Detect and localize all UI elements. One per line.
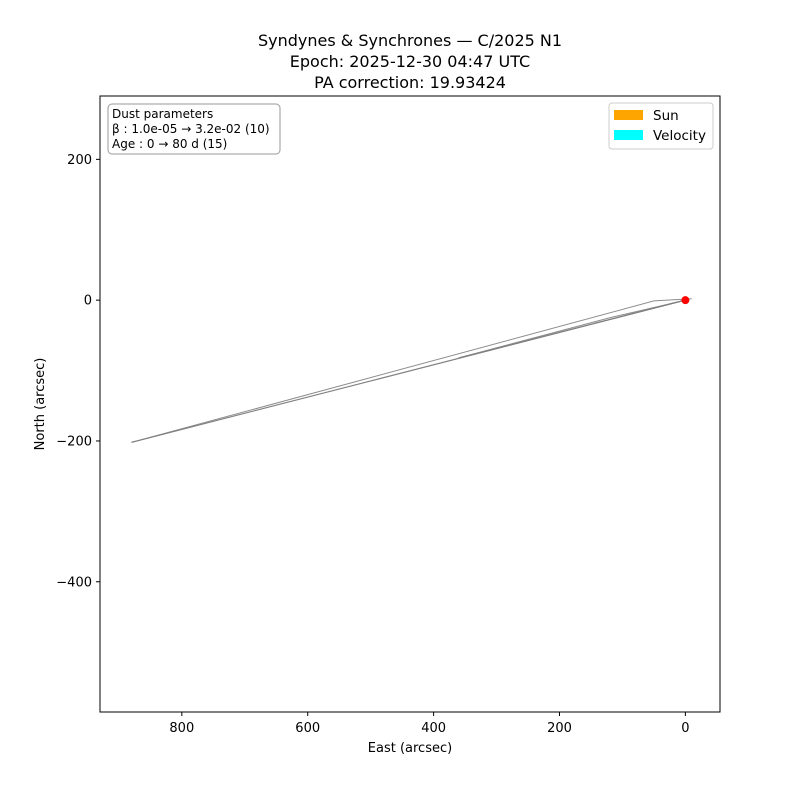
x-tick-label: 200 (547, 721, 572, 736)
y-axis-ticks: 200 0 −200 −400 (56, 153, 100, 590)
plot-curves (131, 298, 692, 443)
x-tick-label: 600 (295, 721, 320, 736)
y-tick-label: −400 (56, 575, 92, 590)
y-tick-label: −200 (56, 434, 92, 449)
x-tick-label: 800 (169, 721, 194, 736)
dust-parameters-title: Dust parameters (112, 107, 213, 121)
legend-swatch-sun (614, 110, 643, 120)
legend-swatch-velocity (614, 130, 643, 140)
x-axis-label: East (arcsec) (368, 741, 452, 756)
title-line-3: PA correction: 19.93424 (314, 73, 506, 92)
title-line-1: Syndynes & Synchrones — C/2025 N1 (258, 31, 562, 50)
dust-parameters-age: Age : 0 → 80 d (15) (112, 137, 227, 151)
curve-8 (458, 298, 689, 359)
nucleus-marker (681, 296, 690, 305)
y-axis-label: North (arcsec) (33, 358, 48, 451)
plot-marks (681, 296, 690, 305)
y-tick-label: 200 (67, 153, 92, 168)
x-axis-ticks: 800 600 400 200 0 (169, 712, 690, 736)
title-line-2: Epoch: 2025-12-30 04:47 UTC (290, 52, 530, 71)
chart-title: Syndynes & Synchrones — C/2025 N1 Epoch:… (258, 31, 562, 92)
y-tick-label: 0 (84, 294, 92, 309)
curve-7 (131, 298, 692, 443)
dust-parameters-frame (107, 103, 281, 155)
dust-parameters-beta: β : 1.0e-05 → 3.2e-02 (10) (112, 122, 270, 136)
x-tick-label: 0 (681, 721, 689, 736)
legend-label-velocity: Velocity (653, 128, 706, 144)
legend: Sun Velocity (608, 102, 714, 150)
dust-parameters-box: Dust parameters β : 1.0e-05 → 3.2e-02 (1… (107, 103, 281, 155)
x-tick-label: 400 (421, 721, 446, 736)
plot-frame (99, 95, 721, 713)
legend-label-sun: Sun (653, 108, 679, 124)
